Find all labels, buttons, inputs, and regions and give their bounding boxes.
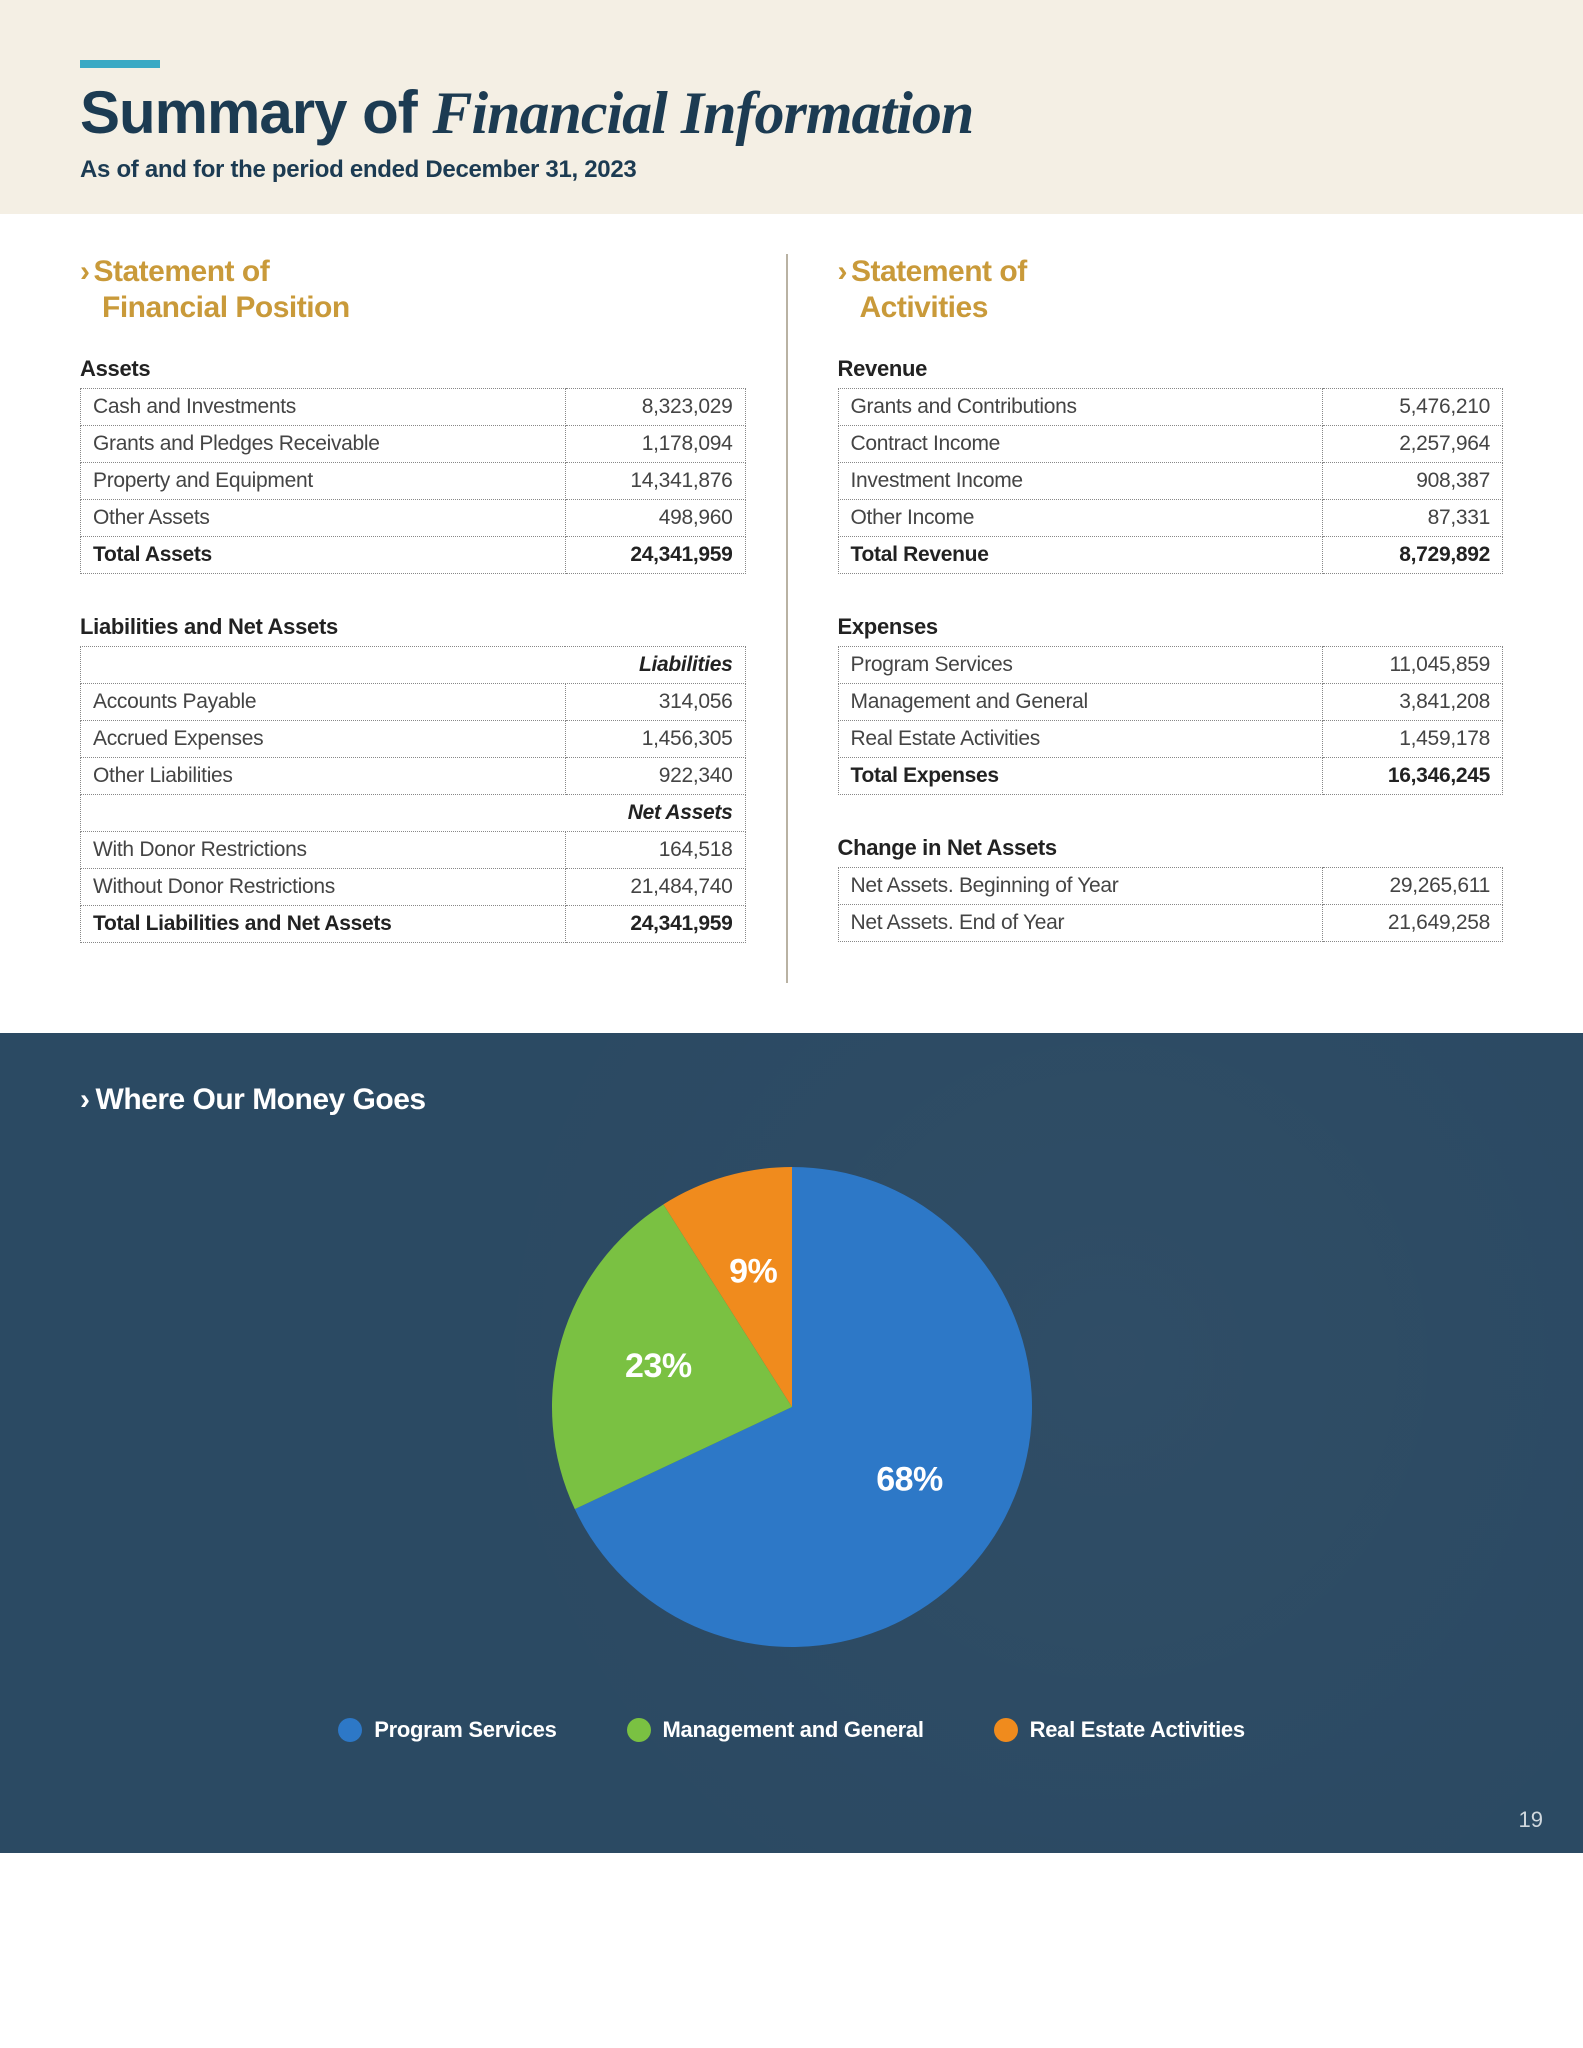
page-title: Summary of Financial Information — [80, 80, 1503, 146]
accent-bar — [80, 60, 160, 68]
table-row: Other Income87,331 — [838, 500, 1503, 537]
table-row: Program Services11,045,859 — [838, 647, 1503, 684]
legend-label: Real Estate Activities — [1030, 1717, 1245, 1743]
table-row: Net Assets. Beginning of Year29,265,611 — [838, 868, 1503, 905]
table-row: Grants and Contributions5,476,210 — [838, 389, 1503, 426]
table-row: Other Liabilities922,340 — [81, 758, 746, 795]
right-column: ›Statement of Activities Revenue Grants … — [786, 254, 1504, 983]
table-row: Management and General3,841,208 — [838, 684, 1503, 721]
legend-item: Management and General — [627, 1717, 924, 1743]
page-subtitle: As of and for the period ended December … — [80, 156, 1503, 184]
table-row: Net Assets. End of Year21,649,258 — [838, 905, 1503, 942]
chevron-icon: › — [80, 1083, 90, 1116]
chart-section: ›Where Our Money Goes 68% 23% 9% Program S… — [0, 1033, 1583, 1853]
table-total-row: Total Liabilities and Net Assets24,341,9… — [81, 906, 746, 943]
page-number: 19 — [1519, 1807, 1543, 1833]
heading-line1: Statement of — [94, 255, 270, 288]
heading-line1: Statement of — [851, 255, 1027, 288]
section-heading-position: ›Statement of Financial Position — [80, 254, 746, 326]
table-subhead-row: Liabilities — [81, 647, 746, 684]
table-row: Accounts Payable314,056 — [81, 684, 746, 721]
liabilities-block: Liabilities and Net Assets Liabilities A… — [80, 614, 746, 943]
table-total-row: Total Revenue8,729,892 — [838, 537, 1503, 574]
table-subhead-row: Net Assets — [81, 795, 746, 832]
change-table: Net Assets. Beginning of Year29,265,611 … — [838, 867, 1504, 942]
table-row: Real Estate Activities1,459,178 — [838, 721, 1503, 758]
heading-line2: Activities — [838, 290, 1504, 326]
pie-container: 68% 23% 9% — [80, 1147, 1503, 1667]
chevron-icon: › — [838, 255, 848, 288]
liabilities-table: Liabilities Accounts Payable314,056 Accr… — [80, 646, 746, 943]
chevron-icon: › — [80, 255, 90, 288]
table-row: Property and Equipment14,341,876 — [81, 463, 746, 500]
revenue-block: Revenue Grants and Contributions5,476,21… — [838, 356, 1504, 574]
chart-legend: Program Services Management and General Re… — [80, 1717, 1503, 1743]
table-title: Revenue — [838, 356, 1504, 382]
change-block: Change in Net Assets Net Assets. Beginni… — [838, 835, 1504, 942]
assets-block: Assets Cash and Investments8,323,029 Gra… — [80, 356, 746, 574]
left-column: ›Statement of Financial Position Assets … — [80, 254, 786, 983]
legend-swatch — [338, 1718, 362, 1742]
table-total-row: Total Assets24,341,959 — [81, 537, 746, 574]
table-title: Assets — [80, 356, 746, 382]
table-row: Contract Income2,257,964 — [838, 426, 1503, 463]
table-row: Accrued Expenses1,456,305 — [81, 721, 746, 758]
table-row: With Donor Restrictions164,518 — [81, 832, 746, 869]
chart-heading: ›Where Our Money Goes — [80, 1083, 1503, 1117]
table-row: Cash and Investments8,323,029 — [81, 389, 746, 426]
expenses-table: Program Services11,045,859 Management an… — [838, 646, 1504, 795]
pie-chart: 68% 23% 9% — [532, 1147, 1052, 1667]
legend-item: Program Services — [338, 1717, 556, 1743]
pie-slice-label: 68% — [876, 1461, 943, 1499]
financial-columns: ›Statement of Financial Position Assets … — [0, 214, 1583, 1033]
legend-swatch — [627, 1718, 651, 1742]
title-plain: Summary of — [80, 79, 432, 146]
assets-table: Cash and Investments8,323,029 Grants and… — [80, 388, 746, 574]
table-row: Without Donor Restrictions21,484,740 — [81, 869, 746, 906]
title-italic: Financial Information — [432, 80, 973, 146]
page-header: Summary of Financial Information As of a… — [0, 0, 1583, 214]
legend-swatch — [994, 1718, 1018, 1742]
table-row: Investment Income908,387 — [838, 463, 1503, 500]
table-row: Other Assets498,960 — [81, 500, 746, 537]
chart-heading-text: Where Our Money Goes — [96, 1083, 426, 1116]
table-title: Liabilities and Net Assets — [80, 614, 746, 640]
revenue-table: Grants and Contributions5,476,210 Contra… — [838, 388, 1504, 574]
heading-line2: Financial Position — [80, 290, 746, 326]
pie-slice-label: 9% — [729, 1252, 777, 1290]
legend-item: Real Estate Activities — [994, 1717, 1245, 1743]
table-total-row: Total Expenses16,346,245 — [838, 758, 1503, 795]
legend-label: Management and General — [663, 1717, 924, 1743]
expenses-block: Expenses Program Services11,045,859 Mana… — [838, 614, 1504, 795]
pie-slice-label: 23% — [625, 1347, 692, 1385]
table-title: Change in Net Assets — [838, 835, 1504, 861]
table-title: Expenses — [838, 614, 1504, 640]
legend-label: Program Services — [374, 1717, 556, 1743]
section-heading-activities: ›Statement of Activities — [838, 254, 1504, 326]
table-row: Grants and Pledges Receivable1,178,094 — [81, 426, 746, 463]
